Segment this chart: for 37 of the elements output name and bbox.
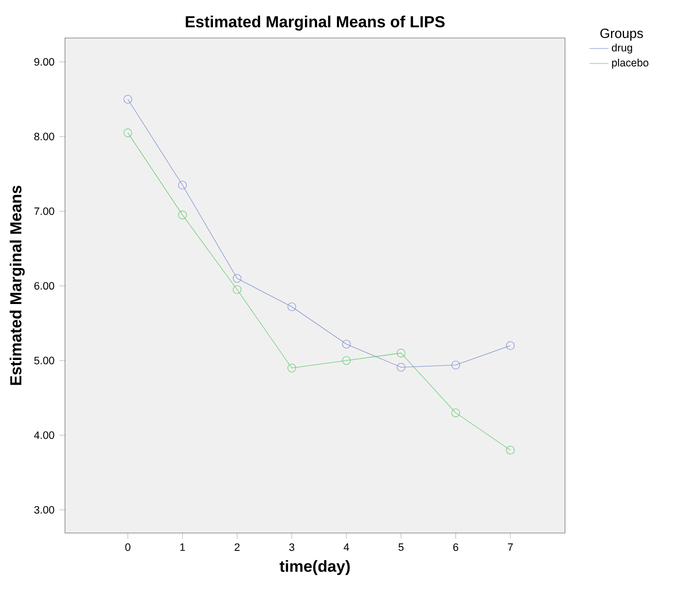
point (396, 362, 406, 372)
y-tick-label: 7.00 (34, 207, 54, 215)
y-tick-label: 6.00 (34, 282, 54, 290)
x-tick-label: 7 (508, 543, 513, 551)
legend-label: placebo (612, 58, 648, 69)
x-tick-label: 0 (125, 543, 130, 551)
x-tick-label: 3 (289, 543, 294, 551)
point (506, 341, 515, 350)
y-tick-label: 9.00 (34, 58, 54, 66)
x-tick-label: 2 (234, 543, 240, 551)
point (506, 446, 515, 454)
point (342, 340, 351, 348)
point (288, 364, 296, 372)
x-tick-label: 1 (180, 543, 185, 551)
chart-title: Estimated Marginal Means of LIPS (186, 16, 445, 31)
point (124, 128, 132, 138)
point (288, 302, 296, 312)
y-tick-label: 3.00 (34, 506, 54, 514)
y-tick-label: 4.00 (34, 431, 54, 439)
legend-title: Groups (600, 28, 643, 41)
point (342, 356, 351, 365)
x-tick-label: 4 (344, 543, 350, 551)
point (451, 360, 460, 370)
y-tick-label: 8.00 (34, 132, 54, 140)
legend-label: drug (612, 44, 632, 54)
point (396, 348, 406, 358)
point (178, 180, 187, 190)
y-tick-label: 5.00 (34, 356, 54, 364)
point (451, 408, 460, 418)
x-tick-label: 6 (453, 543, 458, 551)
point (124, 94, 132, 104)
point (232, 274, 242, 283)
point (178, 210, 187, 220)
y-axis-title: Estimated Marginal Means (10, 186, 25, 385)
x-tick-label: 5 (398, 543, 404, 551)
x-axis-title: time(day) (280, 560, 350, 576)
point (232, 285, 242, 294)
